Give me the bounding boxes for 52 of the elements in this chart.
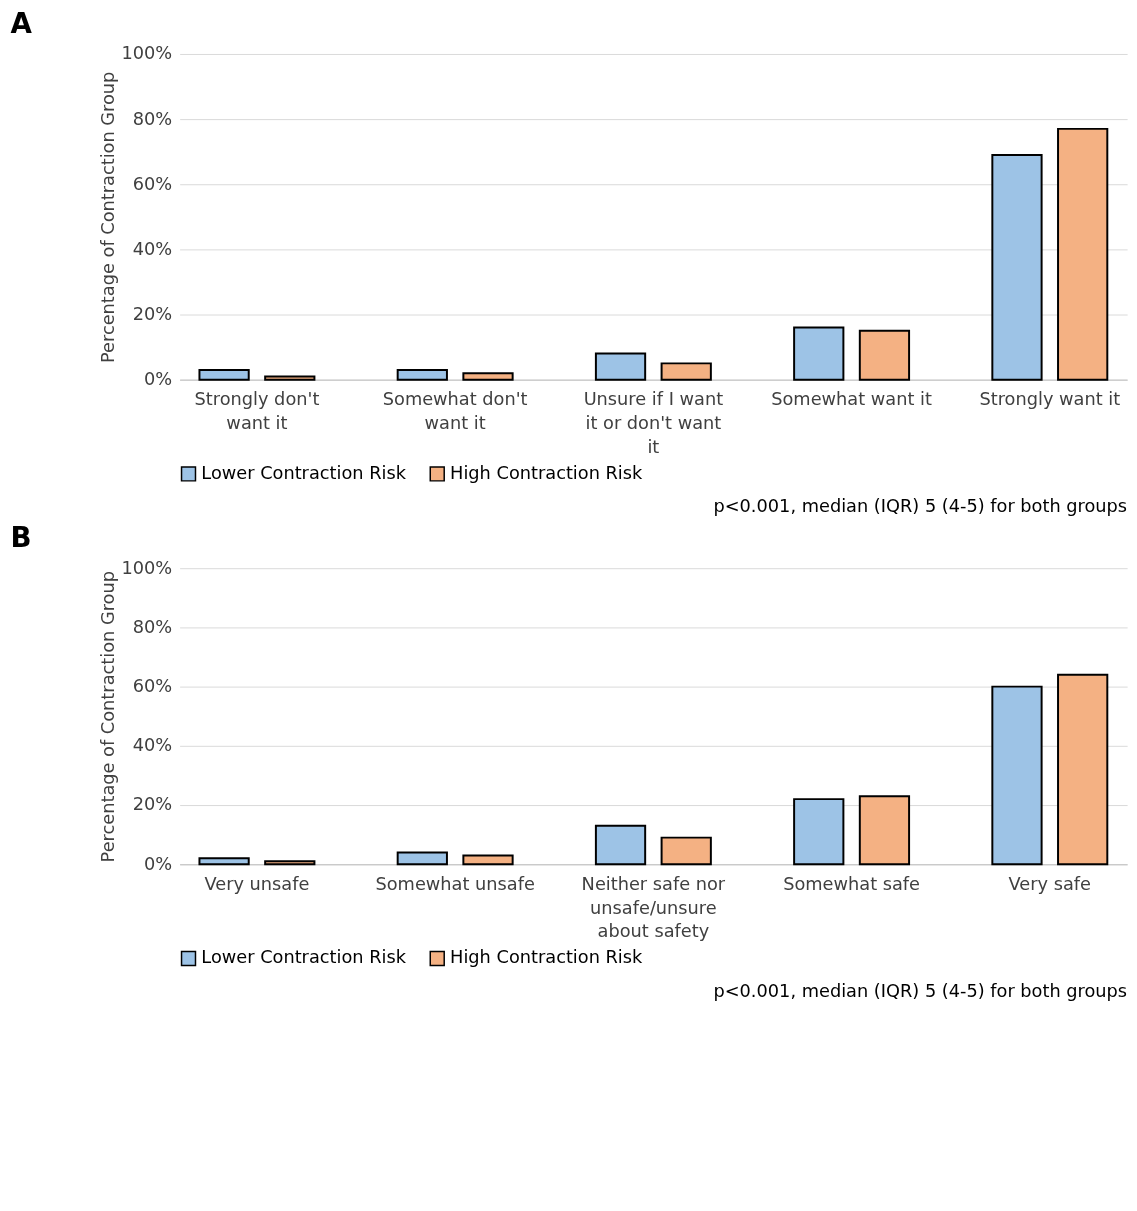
bar xyxy=(264,375,316,381)
chart-title: B xyxy=(10,521,32,555)
bar xyxy=(462,854,514,866)
chart-title: A xyxy=(10,7,33,41)
bar xyxy=(198,857,250,866)
bar xyxy=(660,362,712,381)
bar xyxy=(793,798,845,866)
y-tick-label: 40% xyxy=(132,735,173,756)
bar xyxy=(396,368,448,381)
x-tick-label: Neither safe nor unsafe/unsure about safety xyxy=(581,873,726,942)
y-tick-label: 100% xyxy=(121,43,173,64)
y-axis-title: Percentage of Contraction Group xyxy=(97,571,118,863)
x-tick-label: Somewhat unsafe xyxy=(375,873,535,894)
y-tick-label: 80% xyxy=(132,616,173,637)
bar xyxy=(858,329,911,381)
y-tick-label: 80% xyxy=(132,108,173,129)
legend-label: Lower Contraction Risk xyxy=(201,462,407,483)
y-tick-label: 60% xyxy=(132,676,173,697)
legend-label: High Contraction Risk xyxy=(450,462,644,483)
x-tick-label: Very safe xyxy=(1008,873,1092,894)
bar xyxy=(1057,673,1109,866)
y-tick-label: 0% xyxy=(144,853,173,874)
x-tick-label: Somewhat safe xyxy=(783,873,921,894)
legend-label: High Contraction Risk xyxy=(450,947,644,968)
y-tick-label: 0% xyxy=(144,369,173,390)
y-axis-title: Percentage of Contraction Group xyxy=(97,71,118,363)
x-tick-label: Unsure if I want it or don't want it xyxy=(583,389,724,457)
bar xyxy=(462,372,514,381)
bar xyxy=(991,153,1043,381)
y-tick-label: 20% xyxy=(132,794,173,815)
x-tick-label: Very unsafe xyxy=(204,873,310,894)
bar xyxy=(594,824,647,866)
bar xyxy=(1057,127,1109,381)
y-tick-label: 40% xyxy=(132,238,173,259)
bar xyxy=(264,860,316,866)
y-tick-label: 60% xyxy=(132,173,173,194)
x-tick-label: Strongly don't want it xyxy=(194,389,320,434)
y-tick-label: 20% xyxy=(132,303,173,324)
x-tick-label: Somewhat don't want it xyxy=(382,389,528,434)
x-tick-label: Strongly want it xyxy=(979,389,1121,410)
bar xyxy=(198,368,250,381)
legend-label: Lower Contraction Risk xyxy=(201,947,407,968)
text: p<0.001, median (IQR) 5 (4-5) for both groups xyxy=(713,495,1128,516)
bar xyxy=(793,326,845,381)
bar xyxy=(660,836,712,866)
text: p<0.001, median (IQR) 5 (4-5) for both groups xyxy=(713,980,1128,1001)
y-tick-label: 100% xyxy=(121,557,173,578)
x-tick-label: Somewhat want it xyxy=(771,389,932,410)
bar xyxy=(594,352,647,381)
bar xyxy=(396,851,448,866)
bar xyxy=(991,685,1043,866)
bar xyxy=(858,795,911,866)
